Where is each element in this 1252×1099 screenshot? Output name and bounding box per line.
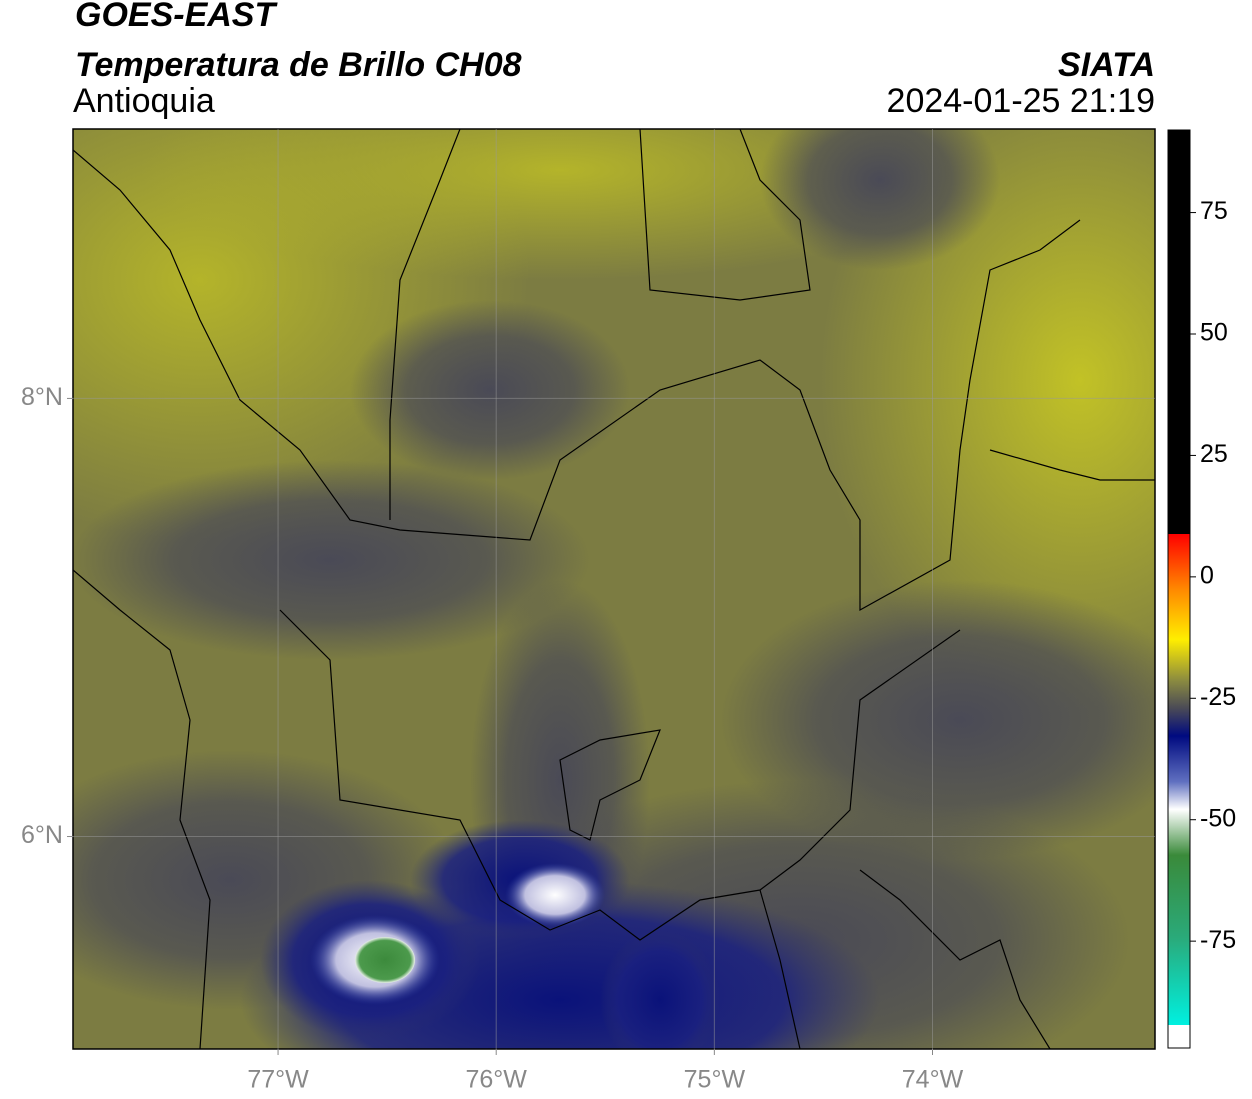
source: SIATA: [1058, 46, 1155, 84]
colorbar-tick-label: -75: [1200, 926, 1236, 954]
colorbar-tick-label: 75: [1200, 197, 1228, 225]
x-tick-label: 77°W: [247, 1066, 309, 1094]
y-tick-label: 6°N: [21, 821, 63, 849]
x-tick-label: 76°W: [465, 1066, 527, 1094]
colorbar-tick-label: 25: [1200, 440, 1228, 468]
y-tick-label: 8°N: [21, 383, 63, 411]
colorbar-tick-label: -50: [1200, 804, 1236, 832]
product-title: Temperatura de Brillo CH08: [75, 46, 522, 84]
satellite-title: GOES-EAST: [75, 0, 278, 34]
map-frame: [72, 128, 1156, 1050]
datetime: 2024-01-25 21:19: [887, 82, 1155, 120]
x-tick-label: 74°W: [902, 1066, 964, 1094]
map-image: [73, 129, 1155, 1049]
colorbar-tick-label: 0: [1200, 561, 1214, 589]
colorbar-tick-label: 50: [1200, 319, 1228, 347]
x-tick-label: 75°W: [684, 1066, 746, 1094]
colorbar: [1167, 129, 1191, 1049]
colorbar-tick-label: -25: [1200, 683, 1236, 711]
region: Antioquia: [73, 82, 215, 120]
